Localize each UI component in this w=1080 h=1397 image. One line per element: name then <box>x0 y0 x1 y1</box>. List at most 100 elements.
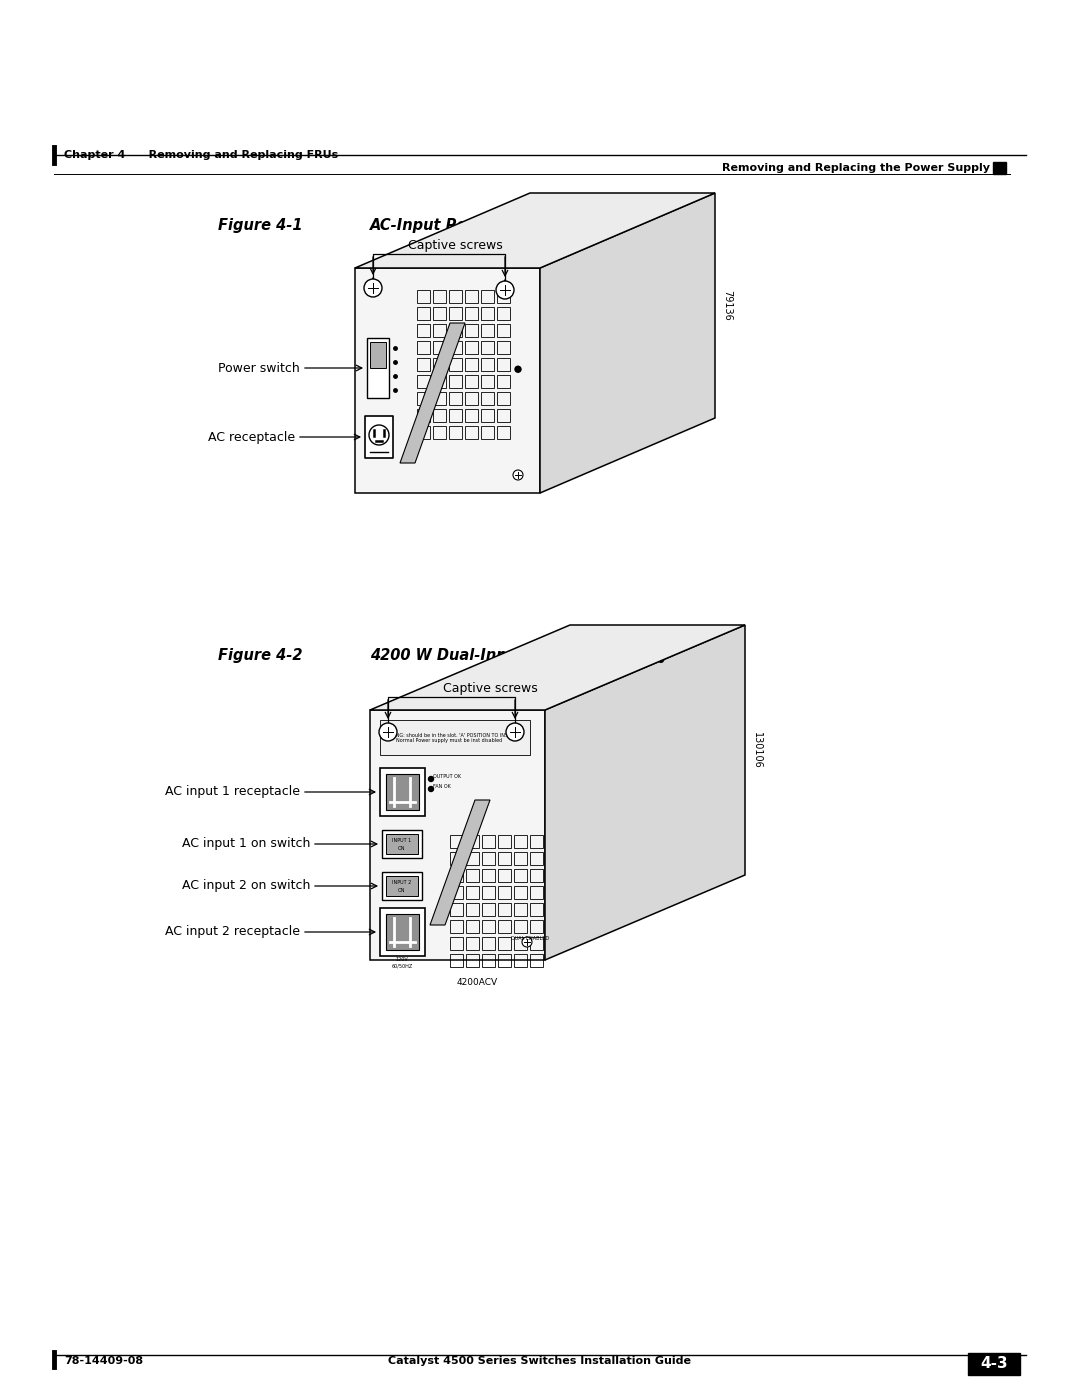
Bar <box>450 937 463 950</box>
Text: 79136: 79136 <box>723 291 732 321</box>
Bar <box>417 324 430 337</box>
Bar <box>386 914 419 950</box>
Bar <box>449 307 462 320</box>
Text: 130106: 130106 <box>752 732 762 768</box>
Polygon shape <box>400 323 465 462</box>
Bar <box>449 324 462 337</box>
Bar <box>370 342 386 367</box>
Bar <box>417 291 430 303</box>
Bar <box>530 937 543 950</box>
Bar <box>497 341 510 353</box>
Bar <box>386 834 418 854</box>
Circle shape <box>369 425 389 446</box>
Bar <box>481 341 494 353</box>
Text: Captive screws: Captive screws <box>407 239 502 251</box>
Bar <box>497 324 510 337</box>
Bar <box>449 393 462 405</box>
Bar <box>498 869 511 882</box>
Polygon shape <box>370 710 545 960</box>
Bar <box>482 852 495 865</box>
Bar <box>465 393 478 405</box>
Bar <box>380 908 426 956</box>
Bar <box>465 324 478 337</box>
Circle shape <box>513 469 523 481</box>
Bar <box>498 852 511 865</box>
Bar <box>449 409 462 422</box>
Bar <box>497 409 510 422</box>
Bar <box>450 954 463 967</box>
Bar <box>465 358 478 372</box>
Circle shape <box>429 777 433 781</box>
Bar <box>465 409 478 422</box>
Bar <box>433 307 446 320</box>
Bar <box>498 886 511 900</box>
Bar <box>482 886 495 900</box>
Bar <box>497 291 510 303</box>
Bar <box>417 409 430 422</box>
Text: AC input 1 on switch: AC input 1 on switch <box>181 837 310 851</box>
Text: Figure 4-1: Figure 4-1 <box>218 218 302 233</box>
Bar <box>530 835 543 848</box>
Bar <box>514 921 527 933</box>
Polygon shape <box>355 268 540 493</box>
Bar <box>365 416 393 458</box>
Text: 4200 W Dual-Input AC Power Supply: 4200 W Dual-Input AC Power Supply <box>370 648 669 664</box>
Bar <box>514 937 527 950</box>
Bar <box>465 921 480 933</box>
Bar <box>497 374 510 388</box>
Bar <box>465 954 480 967</box>
Bar <box>481 409 494 422</box>
Text: AC input 1 receptacle: AC input 1 receptacle <box>165 785 300 799</box>
Bar <box>481 374 494 388</box>
Bar <box>433 374 446 388</box>
Circle shape <box>507 724 524 740</box>
Bar <box>530 852 543 865</box>
Bar <box>433 426 446 439</box>
Text: 4200ACV: 4200ACV <box>457 978 498 988</box>
Bar <box>433 393 446 405</box>
Bar <box>382 872 422 900</box>
Text: AC-Input Power Supply: AC-Input Power Supply <box>370 218 559 233</box>
Bar <box>498 921 511 933</box>
Bar <box>465 852 480 865</box>
Bar <box>433 291 446 303</box>
Bar <box>386 774 419 810</box>
Bar <box>417 341 430 353</box>
Bar <box>497 358 510 372</box>
Bar <box>450 869 463 882</box>
Text: INPUT 2: INPUT 2 <box>392 880 411 886</box>
Text: DUAL ENABLED: DUAL ENABLED <box>511 936 549 942</box>
Polygon shape <box>355 193 715 268</box>
Bar <box>465 307 478 320</box>
Bar <box>465 341 478 353</box>
Text: AC receptacle: AC receptacle <box>207 430 295 443</box>
Bar <box>968 1354 1020 1375</box>
Bar <box>449 358 462 372</box>
Bar <box>530 869 543 882</box>
Bar <box>465 291 478 303</box>
Bar <box>433 358 446 372</box>
Polygon shape <box>430 800 490 925</box>
Text: OUTPUT OK: OUTPUT OK <box>433 774 461 780</box>
Bar <box>481 358 494 372</box>
Bar <box>417 374 430 388</box>
Bar <box>386 876 418 895</box>
Text: AC input 2 on switch: AC input 2 on switch <box>181 880 310 893</box>
Text: Chapter 4      Removing and Replacing FRUs: Chapter 4 Removing and Replacing FRUs <box>64 149 338 161</box>
Bar <box>530 954 543 967</box>
Bar <box>530 921 543 933</box>
Bar <box>498 954 511 967</box>
Bar <box>497 307 510 320</box>
Polygon shape <box>370 624 745 710</box>
Bar <box>482 921 495 933</box>
Text: Figure 4-2: Figure 4-2 <box>218 648 302 664</box>
Bar <box>514 902 527 916</box>
Bar <box>449 426 462 439</box>
Bar <box>481 291 494 303</box>
Bar <box>450 835 463 848</box>
Bar <box>530 886 543 900</box>
Bar <box>465 937 480 950</box>
Bar <box>450 852 463 865</box>
Bar <box>417 426 430 439</box>
Text: Power switch: Power switch <box>218 362 300 374</box>
